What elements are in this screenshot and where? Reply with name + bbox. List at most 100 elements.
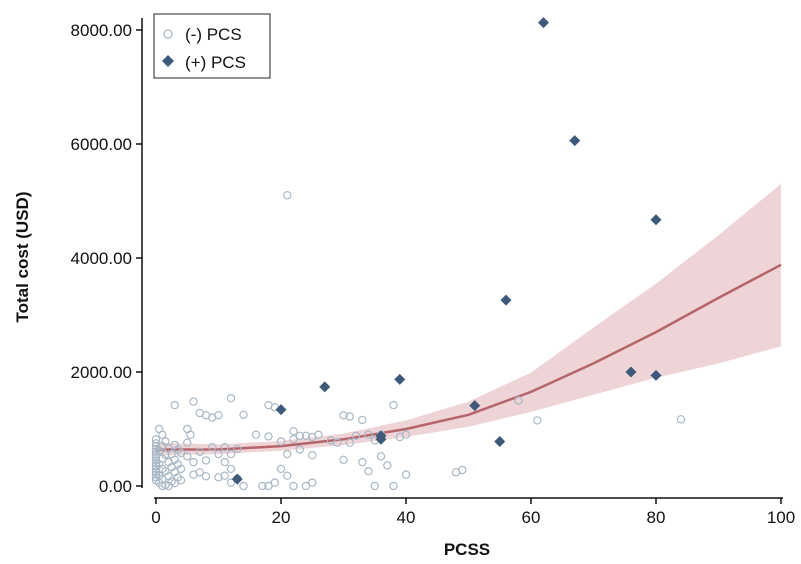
point-negative-pcs (339, 455, 348, 464)
point-negative-pcs (308, 478, 317, 487)
point-negative-pcs (283, 471, 292, 480)
point-negative-pcs (226, 464, 236, 474)
point-negative-pcs (201, 456, 211, 465)
x-axis-title: PCSS (444, 540, 490, 559)
x-tick-label: 80 (647, 508, 666, 527)
y-tick-label: 2000.00 (71, 363, 132, 382)
legend-box (153, 13, 271, 79)
point-negative-pcs (161, 437, 170, 446)
y-tick-label: 8000.00 (71, 21, 132, 40)
point-positive-pcs (569, 135, 581, 147)
point-negative-pcs (676, 415, 686, 424)
axes: 0 20 40 60 80 100 0.00 2000.00 4000.00 6000.00 800… (71, 18, 795, 527)
point-positive-pcs (231, 473, 243, 485)
point-positive-pcs (375, 433, 387, 445)
point-negative-pcs (220, 443, 229, 452)
point-negative-pcs (295, 445, 304, 454)
point-negative-pcs (389, 481, 398, 491)
point-negative-pcs (220, 471, 229, 480)
point-positive-pcs (469, 400, 481, 412)
point-positive-pcs (275, 404, 287, 416)
point-negative-pcs (308, 451, 317, 460)
point-negative-pcs (264, 432, 273, 441)
point-negative-pcs (214, 411, 223, 420)
point-positive-pcs (625, 366, 637, 378)
point-negative-pcs (376, 452, 386, 461)
x-tick-label: 60 (522, 508, 541, 527)
point-negative-pcs (186, 430, 195, 439)
point-negative-pcs (264, 481, 273, 491)
point-negative-pcs (208, 443, 217, 452)
point-positive-pcs (394, 373, 406, 385)
point-negative-pcs (158, 430, 167, 439)
point-negative-pcs (383, 461, 392, 470)
point-negative-pcs (176, 464, 186, 474)
point-negative-pcs (214, 449, 223, 459)
point-negative-pcs (289, 427, 298, 436)
point-negative-pcs (276, 437, 286, 446)
legend: (-) PCS (+) PCS (153, 13, 271, 79)
point-negative-pcs (258, 481, 267, 491)
x-tick-label: 40 (397, 508, 416, 527)
point-negative-pcs (345, 412, 354, 421)
point-negative-pcs (151, 453, 161, 462)
point-negative-pcs (351, 431, 361, 440)
point-negative-pcs (189, 457, 198, 467)
point-positive-pcs (319, 381, 331, 393)
legend-label-positive-pcs: (+) PCS (185, 53, 246, 72)
confidence-band-layer (156, 183, 781, 456)
legend-label-negative-pcs: (-) PCS (185, 25, 242, 44)
point-negative-pcs (151, 435, 161, 444)
legend-marker-positive-pcs (162, 55, 174, 67)
point-negative-pcs (176, 448, 186, 458)
point-negative-pcs (401, 430, 411, 439)
point-negative-pcs (270, 478, 279, 487)
point-negative-pcs (339, 411, 348, 420)
point-negative-pcs (226, 449, 236, 459)
y-tick-label: 6000.00 (71, 135, 132, 154)
point-negative-pcs (301, 481, 311, 491)
point-positive-pcs (650, 369, 662, 381)
point-negative-pcs (358, 415, 367, 425)
point-negative-pcs (226, 394, 236, 403)
point-negative-pcs (283, 191, 292, 200)
x-tick-label: 100 (767, 508, 795, 527)
point-negative-pcs (458, 465, 467, 475)
point-negative-pcs (333, 438, 342, 447)
point-negative-pcs (195, 447, 204, 456)
point-negative-pcs (276, 464, 286, 474)
point-negative-pcs (295, 431, 304, 440)
legend-marker-negative-pcs (163, 29, 173, 39)
point-positive-pcs (650, 214, 662, 226)
point-positive-pcs (500, 294, 512, 306)
fit-line (156, 263, 782, 451)
point-negative-pcs (233, 444, 242, 454)
fit-line-layer (156, 263, 782, 451)
point-negative-pcs (533, 416, 542, 425)
point-negative-pcs (289, 481, 298, 491)
point-negative-pcs (226, 478, 236, 487)
point-negative-pcs (289, 435, 298, 444)
point-positive-pcs (494, 436, 506, 448)
point-negative-pcs (176, 476, 186, 485)
point-negative-pcs (201, 472, 211, 481)
point-negative-pcs (239, 481, 248, 491)
point-negative-pcs (370, 481, 379, 491)
point-negative-pcs (401, 470, 411, 479)
point-negative-pcs (345, 438, 354, 447)
point-negative-pcs (364, 467, 373, 476)
x-tick-label: 20 (272, 508, 291, 527)
point-negative-pcs (183, 452, 192, 461)
x-tick-label: 0 (151, 508, 160, 527)
point-negative-pcs (283, 449, 292, 459)
point-negative-pcs (358, 457, 367, 467)
point-negative-pcs (239, 410, 248, 419)
point-negative-pcs (389, 400, 398, 410)
positive-pcs-points (231, 17, 662, 485)
point-negative-pcs (220, 457, 229, 467)
confidence-band (156, 183, 781, 456)
point-negative-pcs (195, 468, 204, 477)
y-tick-label: 4000.00 (71, 249, 132, 268)
point-negative-pcs (251, 430, 261, 439)
